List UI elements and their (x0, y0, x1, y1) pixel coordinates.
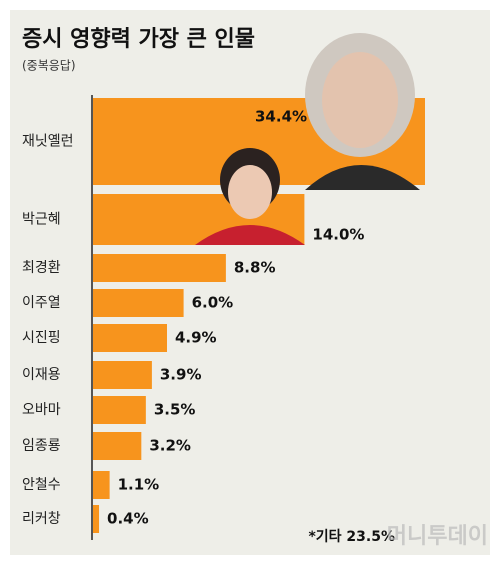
bar (93, 361, 152, 389)
value-label: 14.0% (312, 226, 364, 244)
category-label: 임종룡 (22, 438, 61, 454)
value-label: 3.2% (149, 437, 191, 455)
category-label: 최경환 (22, 260, 61, 276)
annotation: *기타 23.5% (308, 529, 395, 545)
value-label: 8.8% (234, 259, 276, 277)
category-label: 오바마 (22, 402, 61, 418)
value-label: 3.5% (154, 401, 196, 419)
bar (93, 396, 146, 424)
watermark: 머니투데이 (387, 524, 488, 549)
panel (10, 10, 490, 555)
bar (93, 471, 110, 499)
category-label: 안철수 (22, 477, 61, 493)
category-label: 재닛옐런 (22, 134, 74, 150)
photo-yellen (305, 33, 420, 190)
photo-park (195, 148, 305, 245)
value-label: 3.9% (160, 366, 202, 384)
bar (93, 254, 226, 282)
category-label: 리커창 (22, 511, 61, 527)
category-label: 이재용 (22, 367, 61, 383)
bar (93, 289, 184, 317)
value-label: 6.0% (192, 294, 234, 312)
chart-subtitle: (중복응답) (22, 59, 76, 73)
chart-title: 증시 영향력 가장 큰 인물 (22, 27, 255, 52)
category-label: 이주열 (22, 295, 61, 311)
bar (93, 505, 100, 533)
value-label: 0.4% (107, 510, 149, 528)
category-label: 박근혜 (22, 212, 61, 228)
value-label: 1.1% (118, 476, 160, 494)
value-label: 4.9% (175, 329, 217, 347)
value-label: 34.4% (255, 108, 307, 126)
category-label: 시진핑 (22, 330, 61, 346)
bar (93, 432, 142, 460)
bar (93, 324, 167, 352)
